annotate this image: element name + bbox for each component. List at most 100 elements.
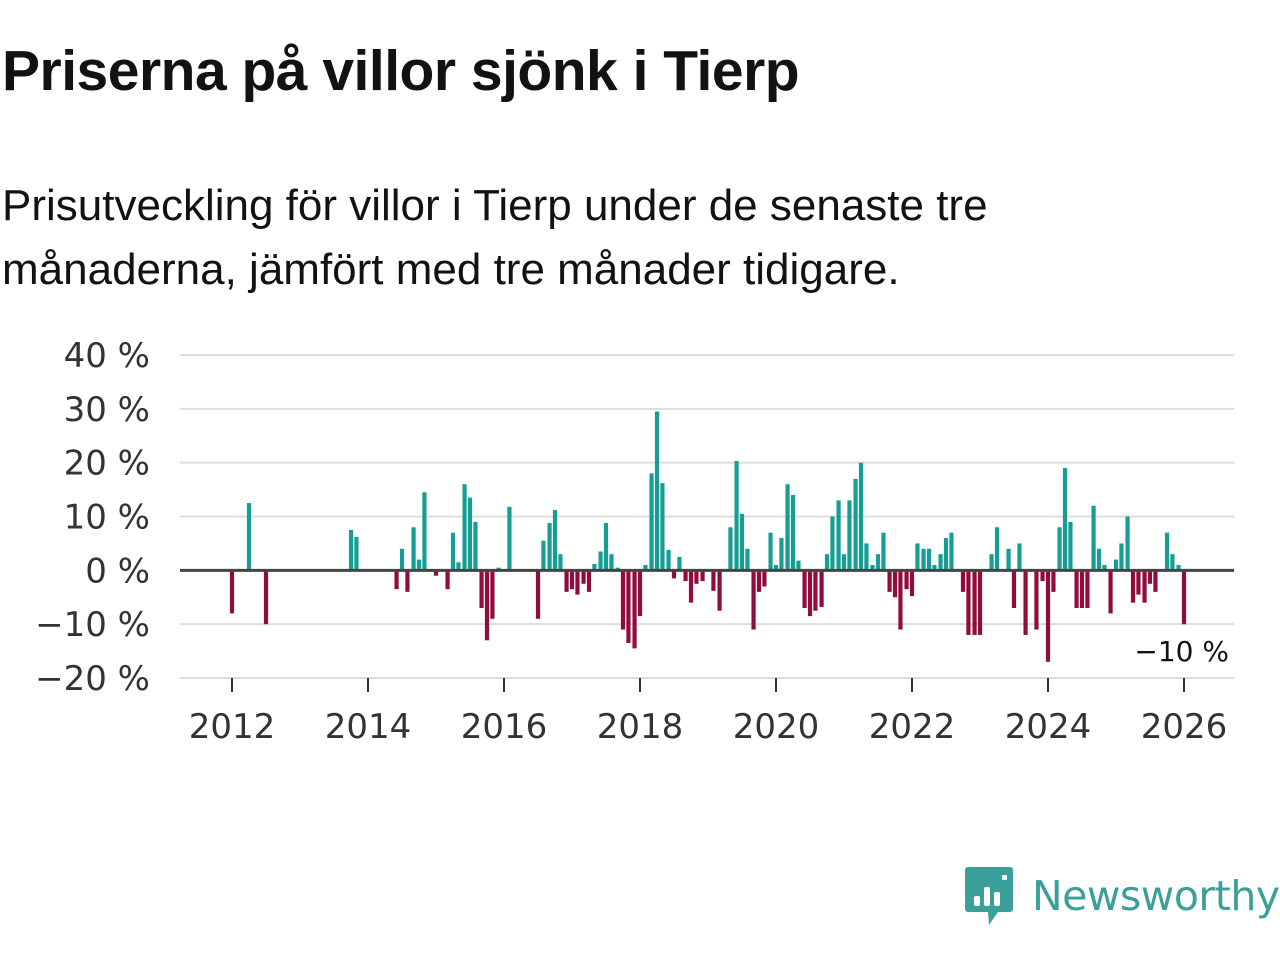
- bar: [348, 529, 354, 571]
- bar: [1045, 570, 1051, 662]
- bar: [994, 527, 1000, 571]
- brand-name: Newsworthy: [1032, 872, 1280, 920]
- bar: [1102, 564, 1107, 571]
- bar: [229, 570, 235, 614]
- bar: [399, 548, 405, 571]
- bar: [1085, 570, 1090, 609]
- bar: [507, 506, 512, 571]
- bar: [694, 570, 699, 584]
- bar: [1023, 570, 1028, 635]
- bar: [773, 564, 779, 571]
- bar: [802, 570, 807, 609]
- bar: [881, 532, 886, 571]
- x-tick-label: 2026: [1141, 707, 1228, 740]
- x-tick-label: 2014: [325, 707, 412, 740]
- bar: [1017, 543, 1022, 571]
- bar: [1130, 570, 1136, 603]
- bar: [1153, 570, 1158, 592]
- x-tick-label: 2016: [461, 707, 548, 740]
- bar: [598, 551, 603, 571]
- bar: [841, 554, 847, 571]
- bar: [711, 570, 716, 591]
- x-tick-label: 2022: [869, 707, 956, 740]
- bar: [949, 532, 954, 571]
- bar: [1057, 527, 1062, 571]
- bar: [620, 570, 626, 630]
- bar: [1119, 543, 1124, 571]
- bar: [762, 570, 767, 587]
- x-axis: 2012 2014 2016 2018 2020 2022 2024 2026: [189, 678, 1228, 740]
- bar: [632, 570, 637, 649]
- bar: [1108, 570, 1113, 614]
- bar: [785, 484, 790, 571]
- bar: [246, 503, 252, 571]
- bar: [1062, 468, 1068, 571]
- bar: [734, 461, 739, 571]
- bar: [909, 570, 915, 597]
- newsworthy-brand: Newsworthy: [964, 864, 1280, 928]
- bar: [1136, 570, 1141, 595]
- bar: [836, 500, 841, 571]
- chart-subtitle: Prisutveckling för villor i Tierp under …: [2, 181, 988, 294]
- bar: [603, 522, 609, 571]
- bar: [569, 570, 575, 590]
- bar: [405, 570, 410, 592]
- bar: [1091, 505, 1096, 571]
- bar: [700, 570, 705, 582]
- bar: [575, 570, 580, 595]
- bar: [456, 562, 461, 571]
- y-tick-label: −20 %: [35, 659, 150, 699]
- bar: [637, 570, 643, 617]
- bar: [263, 570, 269, 625]
- y-tick-label: 40 %: [64, 336, 150, 376]
- y-tick-label: 0 %: [85, 551, 150, 591]
- x-tick-label: 2024: [1005, 707, 1092, 740]
- bar: [813, 570, 818, 611]
- bar: [484, 570, 490, 641]
- bar: [887, 570, 892, 592]
- bar: [660, 483, 665, 571]
- bar: [1068, 521, 1073, 571]
- bar: [728, 527, 733, 571]
- bar: [677, 556, 682, 571]
- bar: [858, 462, 864, 571]
- bar-chart: 2012 2014 2016 2018 2020 2022 2024 2026 40 % 30 …: [35, 336, 1234, 740]
- bar: [824, 554, 830, 571]
- bar: [756, 570, 762, 592]
- bar: [966, 570, 971, 635]
- bar: [1051, 570, 1056, 592]
- bar: [853, 478, 858, 571]
- bar: [1011, 570, 1017, 609]
- bar: [1147, 570, 1153, 584]
- grid-lines: [180, 354, 1234, 679]
- bar: [875, 554, 881, 571]
- bar: [581, 570, 586, 584]
- y-tick-label: 20 %: [64, 444, 150, 484]
- bar: [830, 516, 835, 571]
- bar: [649, 473, 654, 571]
- bar: [666, 549, 671, 571]
- bar: [541, 540, 546, 571]
- bar: [819, 570, 824, 607]
- bar: [870, 564, 875, 571]
- bar: [768, 532, 773, 571]
- bar: [915, 543, 920, 571]
- bar: [932, 564, 937, 571]
- bar: [467, 497, 473, 571]
- bar: [1074, 570, 1079, 609]
- bar: [1079, 570, 1085, 609]
- bar: [779, 538, 784, 571]
- x-tick-label: 2012: [189, 707, 276, 740]
- bar: [921, 548, 926, 571]
- bar: [688, 570, 694, 603]
- bar: [943, 538, 949, 571]
- bar: [745, 548, 750, 571]
- bar: [1113, 559, 1119, 571]
- bar: [671, 570, 677, 579]
- bar: [394, 570, 399, 590]
- bar: [683, 570, 688, 582]
- bar: [977, 570, 983, 635]
- bar: [807, 570, 813, 617]
- bar: [898, 570, 903, 630]
- bar: [938, 554, 943, 571]
